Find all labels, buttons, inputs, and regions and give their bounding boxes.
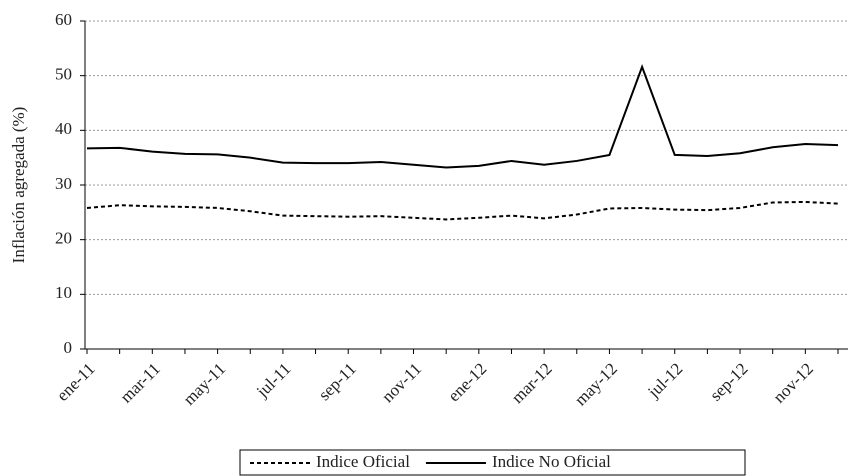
- y-tick-label: 0: [64, 338, 73, 357]
- x-tick-label: may-11: [179, 359, 229, 409]
- y-tick-label: 20: [55, 229, 72, 248]
- x-tick-label: jul-12: [643, 359, 686, 402]
- x-tick-label: may-12: [571, 359, 621, 409]
- legend-label: Indice No Oficial: [492, 452, 611, 471]
- y-tick-label: 50: [55, 65, 72, 84]
- x-tick-label: jul-11: [252, 359, 294, 401]
- x-tick-label: mar-11: [116, 359, 163, 406]
- x-tick-label: sep-11: [315, 359, 360, 404]
- x-tick-label: ene-12: [444, 359, 490, 405]
- x-tick-label: nov-11: [378, 359, 425, 406]
- series-line: [86, 64, 839, 169]
- series-line: [86, 200, 839, 221]
- legend-label: Indice Oficial: [316, 452, 410, 471]
- x-tick-label: sep-12: [706, 359, 751, 404]
- y-tick-label: 30: [55, 174, 72, 193]
- x-tick-label: ene-11: [53, 359, 99, 405]
- x-tick-label: nov-12: [769, 359, 816, 406]
- y-tick-label: 10: [55, 283, 72, 302]
- y-tick-label: 40: [55, 119, 72, 138]
- y-tick-label: 60: [55, 10, 72, 29]
- x-tick-label: mar-12: [508, 359, 556, 407]
- legend-box: [239, 449, 746, 476]
- y-axis-label: Inflación agregada (%): [9, 107, 28, 264]
